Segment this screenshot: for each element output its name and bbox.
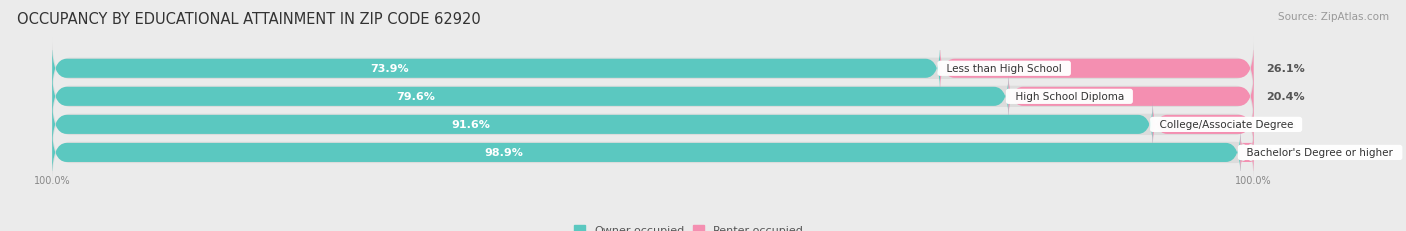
- Text: 26.1%: 26.1%: [1265, 64, 1305, 74]
- FancyBboxPatch shape: [52, 101, 1153, 149]
- Text: Source: ZipAtlas.com: Source: ZipAtlas.com: [1278, 12, 1389, 21]
- FancyBboxPatch shape: [52, 129, 1240, 177]
- Legend: Owner-occupied, Renter-occupied: Owner-occupied, Renter-occupied: [569, 221, 808, 231]
- Text: OCCUPANCY BY EDUCATIONAL ATTAINMENT IN ZIP CODE 62920: OCCUPANCY BY EDUCATIONAL ATTAINMENT IN Z…: [17, 12, 481, 27]
- FancyBboxPatch shape: [52, 45, 941, 93]
- Text: Less than High School: Less than High School: [941, 64, 1069, 74]
- Text: High School Diploma: High School Diploma: [1008, 92, 1130, 102]
- Text: College/Associate Degree: College/Associate Degree: [1153, 120, 1299, 130]
- Text: 79.6%: 79.6%: [396, 92, 434, 102]
- Text: 98.9%: 98.9%: [484, 148, 523, 158]
- FancyBboxPatch shape: [941, 45, 1254, 93]
- FancyBboxPatch shape: [52, 66, 1254, 128]
- FancyBboxPatch shape: [52, 122, 1254, 184]
- Text: 73.9%: 73.9%: [370, 64, 409, 74]
- Text: 1.1%: 1.1%: [1265, 148, 1296, 158]
- FancyBboxPatch shape: [52, 73, 1008, 121]
- Text: Bachelor's Degree or higher: Bachelor's Degree or higher: [1240, 148, 1400, 158]
- FancyBboxPatch shape: [1239, 129, 1254, 177]
- Text: 8.4%: 8.4%: [1265, 120, 1296, 130]
- FancyBboxPatch shape: [52, 38, 1254, 100]
- FancyBboxPatch shape: [1153, 101, 1254, 149]
- Text: 91.6%: 91.6%: [451, 120, 489, 130]
- Text: 20.4%: 20.4%: [1265, 92, 1305, 102]
- FancyBboxPatch shape: [52, 94, 1254, 156]
- FancyBboxPatch shape: [1008, 73, 1254, 121]
